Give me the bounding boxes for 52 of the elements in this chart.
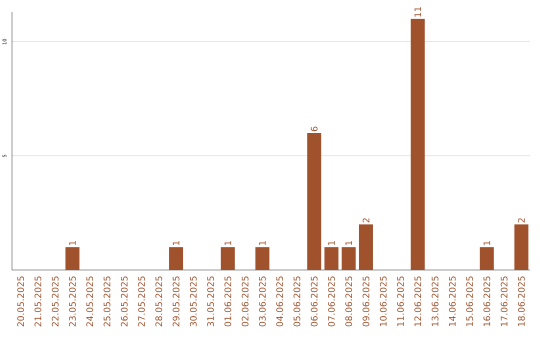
bar — [255, 247, 270, 270]
data-label: 11 — [414, 7, 422, 17]
x-tick-label: 09.06.2025 — [362, 276, 370, 326]
data-label: 1 — [172, 241, 180, 245]
bar — [169, 247, 184, 270]
x-tick-label: 02.06.2025 — [242, 276, 248, 326]
x-tick-label: 26.05.2025 — [120, 276, 128, 326]
x-tick-label: 14.06.2025 — [448, 276, 456, 326]
x-tick-label: 08.06.2025 — [345, 276, 352, 326]
x-tick-label: 01.06.2025 — [224, 276, 232, 326]
x-tick-label: 03.06.2025 — [258, 276, 266, 326]
x-tick-label: 30.05.2025 — [190, 276, 197, 326]
bar — [514, 224, 528, 270]
data-label: 1 — [259, 241, 266, 245]
x-tick-label: 18.06.2025 — [518, 276, 525, 326]
x-tick-label: 11.06.2025 — [397, 276, 404, 326]
data-label: 6 — [310, 126, 318, 132]
x-tick-label: 12.06.2025 — [414, 276, 422, 326]
x-tick-label: 07.06.2025 — [328, 276, 335, 326]
x-tick-label: 20.05.2025 — [17, 276, 24, 326]
bar — [342, 247, 356, 270]
data-label: 1 — [224, 241, 232, 245]
x-tick-label: 25.05.2025 — [104, 276, 110, 326]
data-label: 1 — [69, 241, 76, 245]
data-label: 2 — [518, 218, 525, 222]
x-tick-label: 06.06.2025 — [310, 276, 318, 326]
x-tick-label: 28.05.2025 — [155, 276, 162, 326]
x-tick-label: 13.06.2025 — [432, 276, 438, 326]
data-label: 2 — [362, 218, 370, 222]
bar — [358, 224, 373, 270]
data-label: 1 — [345, 241, 352, 245]
x-tick-label: 31.05.2025 — [207, 276, 214, 326]
bar — [220, 247, 235, 270]
bar — [65, 247, 80, 270]
x-tick-label: 10.06.2025 — [380, 276, 387, 326]
x-tick-label: 27.05.2025 — [138, 276, 145, 326]
x-tick-label: 23.05.2025 — [69, 276, 76, 326]
data-label: 1 — [328, 241, 335, 245]
x-tick-label: 16.06.2025 — [483, 276, 490, 326]
x-tick-label: 04.06.2025 — [276, 276, 284, 326]
x-tick-label: 15.06.2025 — [466, 276, 473, 326]
x-tick-label: 29.05.2025 — [172, 276, 180, 326]
x-tick-label: 22.05.2025 — [52, 276, 59, 326]
data-label: 1 — [484, 241, 490, 245]
x-tick-label: 05.06.2025 — [294, 276, 300, 326]
bar — [324, 247, 338, 270]
x-tick-label: 17.06.2025 — [500, 276, 508, 326]
x-tick-label: 21.05.2025 — [34, 276, 42, 326]
bar — [480, 247, 494, 270]
bar — [410, 18, 425, 270]
bar — [307, 133, 322, 270]
x-tick-label: 24.05.2025 — [86, 276, 94, 326]
